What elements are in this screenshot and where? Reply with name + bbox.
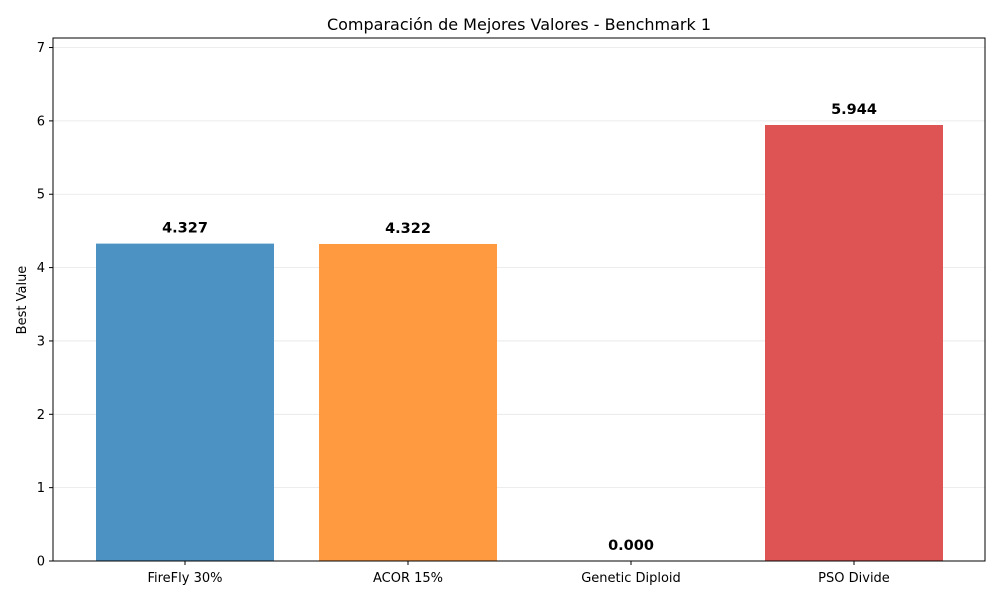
x-axis-ticks: FireFly 30% ACOR 15% Genetic Diploid PSO Di…: [147, 561, 890, 586]
y-axis-ticks: 0 1 2 3 4 5 6 7: [37, 41, 53, 570]
x-tick-label: ACOR 15%: [373, 571, 443, 586]
chart-title: Comparación de Mejores Valores - Benchma…: [327, 15, 711, 34]
x-tick-label: FireFly 30%: [147, 571, 222, 586]
data-label: 0.000: [608, 538, 654, 554]
bars: [96, 124, 943, 561]
data-labels: 4.327 4.322 0.000 5.944: [162, 102, 877, 554]
x-tick-label: PSO Divide: [818, 571, 890, 586]
data-label: 4.322: [385, 221, 431, 237]
bar-acor-15: [319, 243, 497, 561]
y-tick-label: 0: [37, 555, 45, 570]
y-tick-label: 6: [37, 114, 45, 129]
data-label: 5.944: [831, 102, 877, 118]
x-tick-label: Genetic Diploid: [581, 571, 681, 586]
y-tick-label: 7: [37, 41, 45, 56]
y-axis-label: Best Value: [15, 266, 30, 335]
y-tick-label: 5: [37, 188, 45, 203]
y-tick-label: 3: [37, 334, 45, 349]
y-tick-label: 4: [37, 261, 45, 276]
plot-area-frame: [52, 37, 986, 562]
y-tick-label: 1: [37, 481, 45, 496]
bar-firefly-30: [96, 243, 274, 561]
data-label: 4.327: [162, 221, 208, 237]
y-tick-label: 2: [37, 408, 45, 423]
bar-pso-divide: [765, 124, 943, 561]
